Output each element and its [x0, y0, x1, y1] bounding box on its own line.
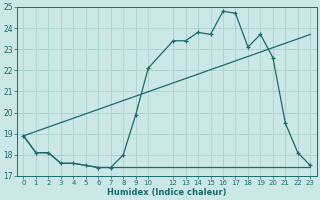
X-axis label: Humidex (Indice chaleur): Humidex (Indice chaleur) — [107, 188, 227, 197]
